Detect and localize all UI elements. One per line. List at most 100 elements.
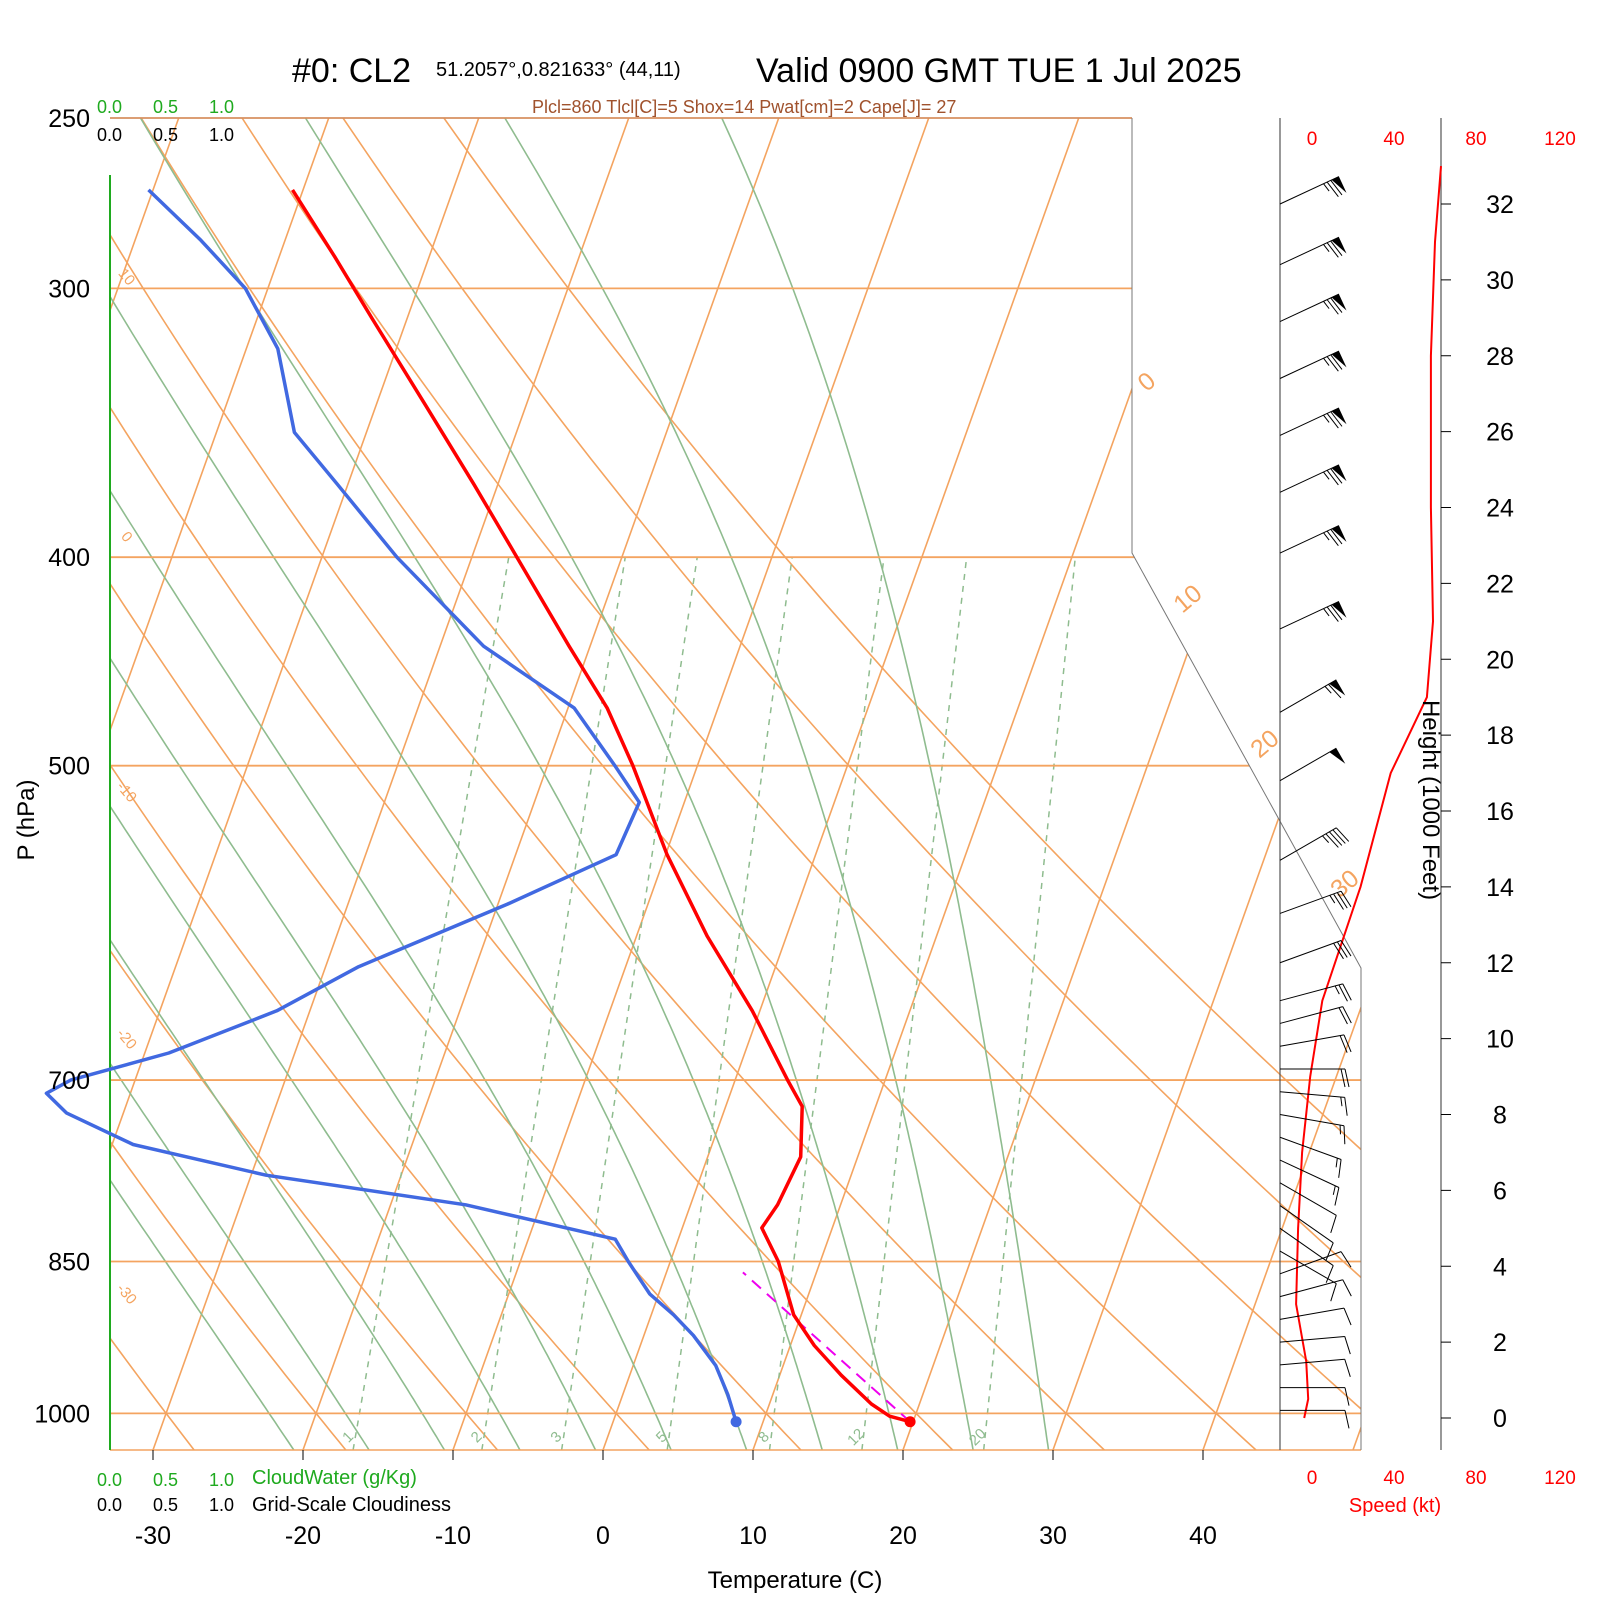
speed-tick-bottom-2: 80	[1465, 1468, 1486, 1489]
cloud-scale-bottom: 0.0 0.5 1.0 CloudWater (g/Kg) 0.0 0.5 1.…	[97, 1467, 451, 1516]
pressure-tick-label: 300	[48, 275, 90, 303]
mixing-ratio-label: 1	[339, 1428, 357, 1446]
moist-adiabat	[110, 118, 601, 1450]
dry-adiabat	[110, 118, 1115, 1450]
cloudwater-tick-bottom-0: 0.0	[97, 1470, 122, 1490]
mixing-ratio-label: 12	[844, 1425, 868, 1449]
height-tick-label: 6	[1493, 1177, 1507, 1205]
speed-scale-bottom: 0 40 80 120 Speed (kt)	[1307, 1468, 1576, 1517]
moist-adiabat	[281, 118, 901, 1450]
mixing-ratio-line	[982, 557, 1077, 1450]
dry-adiabat	[0, 80, 49, 1459]
wind-barb	[1279, 1250, 1337, 1302]
height-tick-label: 8	[1493, 1102, 1507, 1130]
isotherm-line	[152, 118, 630, 1450]
wind-barb	[1279, 600, 1347, 630]
surface-temperature-marker	[904, 1416, 916, 1428]
wind-barb	[1279, 1227, 1334, 1283]
frame-right-edge	[1131, 118, 1362, 1450]
isotherm-line	[302, 118, 780, 1450]
wind-barb	[1279, 890, 1352, 914]
temperature-line	[291, 188, 911, 1424]
temperature-tick-label: -10	[435, 1522, 471, 1550]
dry-adiabat	[117, 118, 1267, 1450]
pressure-tick-label: 400	[48, 544, 90, 572]
temperature-tick-label: -30	[135, 1522, 171, 1550]
wind-barb	[1280, 1068, 1350, 1088]
x-axis-title: Temperature (C)	[708, 1567, 883, 1594]
wind-barb	[1279, 236, 1347, 266]
height-axis-title: Height (1000 Feet)	[1417, 700, 1444, 900]
surface-dewpoint-marker	[730, 1416, 742, 1428]
plot-frame	[109, 117, 1362, 1451]
wind-barb	[1279, 1091, 1348, 1116]
wind-barb	[1279, 1358, 1351, 1377]
mixing-ratio-line	[481, 557, 626, 1450]
mixing-ratio-label: 2	[468, 1428, 486, 1446]
temperature-tick-label: -20	[285, 1522, 321, 1550]
wind-barb	[1279, 1307, 1352, 1326]
wind-barb	[1279, 1136, 1342, 1178]
speed-tick-bottom-3: 120	[1544, 1468, 1576, 1489]
dry-adiabat	[110, 118, 811, 1450]
wind-barb	[1279, 1034, 1352, 1053]
height-tick-label: 28	[1486, 343, 1514, 371]
cloudwater-tick-bottom-1: 0.5	[153, 1470, 178, 1490]
wind-barb	[1279, 1335, 1351, 1355]
moist-adiabat	[110, 118, 751, 1450]
isotherm-line	[752, 118, 1230, 1450]
wind-barb	[1279, 940, 1352, 964]
height-tick-label: 10	[1486, 1026, 1514, 1054]
mixing-ratio-label: 3	[547, 1428, 565, 1446]
moist-adiabat	[703, 118, 1051, 1450]
pressure-tick-label: 850	[48, 1248, 90, 1276]
pressure-tick-label: 700	[48, 1067, 90, 1095]
speed-label: Speed (kt)	[1349, 1495, 1441, 1517]
speed-scale-top: 0 40 80 120	[1307, 129, 1576, 150]
isotherm-label-right: 10	[1168, 579, 1207, 618]
wind-barb	[1279, 1114, 1346, 1145]
y-axis-title: P (hPa)	[13, 780, 40, 861]
isotherm-label-left: 0	[117, 528, 135, 545]
cloudwater-tick-bottom-2: 1.0	[209, 1470, 234, 1490]
isotherm-line	[1503, 118, 1600, 1450]
wind-barb	[1279, 1251, 1352, 1275]
wind-barb	[1279, 1159, 1340, 1206]
dry-adiabat	[110, 118, 506, 1450]
moist-adiabat	[110, 118, 376, 1450]
moist-adiabat	[110, 118, 301, 1450]
dry-adiabat	[110, 118, 658, 1450]
mixing-ratio-line	[861, 557, 968, 1450]
pressure-tick-label: 500	[48, 753, 90, 781]
valid-time: Valid 0900 GMT TUE 1 Jul 2025	[756, 52, 1242, 90]
moist-adiabat	[110, 118, 451, 1450]
isopleth-background	[0, 80, 1600, 1459]
cloudiness-tick-1: 0.5	[153, 125, 178, 145]
isotherm-line	[1052, 118, 1361, 1450]
wind-barb	[1279, 827, 1350, 861]
speed-tick-top-3: 120	[1544, 129, 1576, 150]
wind-barb	[1279, 1006, 1352, 1025]
speed-tick-top-1: 40	[1383, 129, 1404, 150]
isotherm-line	[110, 118, 330, 1450]
wind-barb	[1280, 1387, 1350, 1406]
dry-adiabat	[110, 118, 963, 1450]
moist-adiabat	[110, 118, 676, 1450]
sounding-profiles	[44, 188, 916, 1428]
height-tick-label: 4	[1493, 1253, 1507, 1281]
wind-barb	[1279, 350, 1347, 379]
wind-speed-line	[1295, 166, 1442, 1419]
height-tick-label: 20	[1486, 646, 1514, 674]
height-tick-label: 18	[1486, 722, 1514, 750]
speed-tick-top-0: 0	[1307, 129, 1318, 150]
speed-tick-bottom-1: 40	[1383, 1468, 1404, 1489]
sounding-indices: Plcl=860 Tlcl[C]=5 Shox=14 Pwat[cm]=2 Ca…	[532, 97, 956, 117]
cloudiness-tick-0: 0.0	[97, 125, 122, 145]
moist-adiabat	[110, 118, 526, 1450]
height-tick-label: 14	[1486, 874, 1514, 902]
height-tick-label: 32	[1486, 191, 1514, 219]
isotherm-line	[902, 118, 1361, 1450]
dry-adiabat	[110, 118, 202, 1450]
